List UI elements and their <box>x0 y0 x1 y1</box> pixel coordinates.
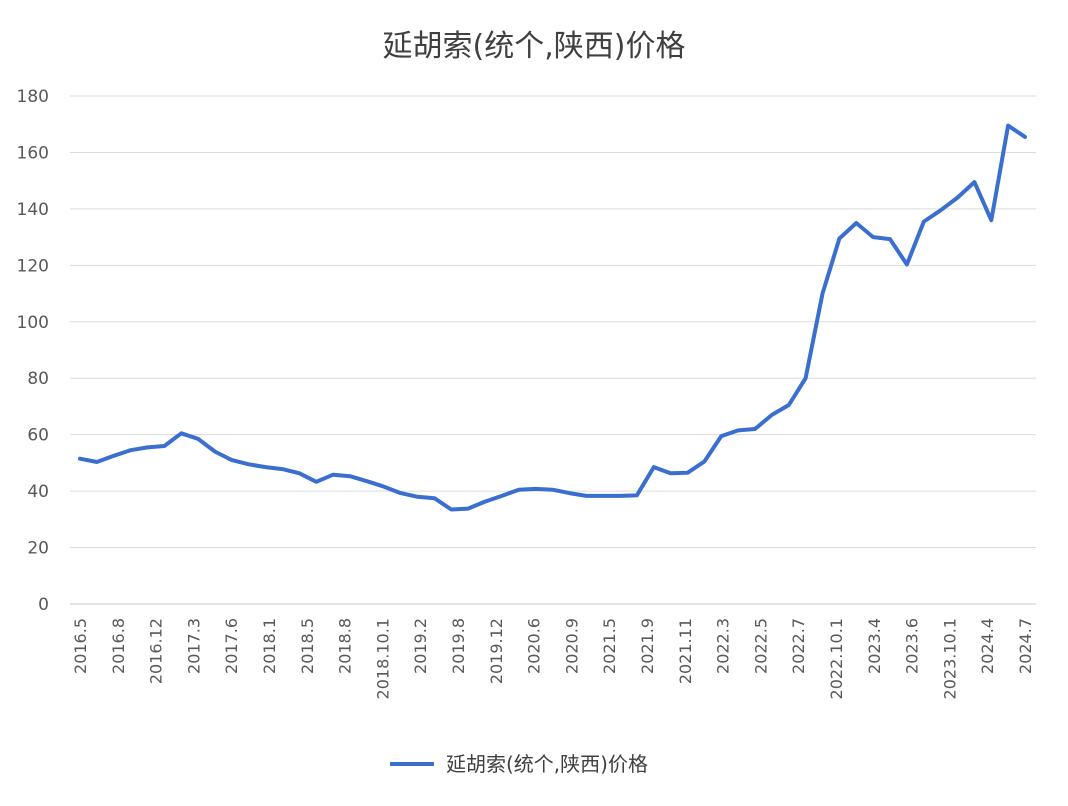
x-tick-label: 2017.6 <box>222 618 241 674</box>
y-tick-label: 180 <box>17 87 49 107</box>
chart-title: 延胡索(统个,陕西)价格 <box>383 29 686 64</box>
grid-lines <box>70 95 1036 605</box>
x-tick-label: 2018.5 <box>298 618 317 674</box>
legend-label: 延胡索(统个,陕西)价格 <box>446 752 648 776</box>
y-tick-label: 20 <box>27 539 49 559</box>
x-tick-label: 2022.7 <box>789 618 808 674</box>
y-tick-label: 160 <box>17 143 49 163</box>
x-tick-label: 2019.8 <box>449 618 468 674</box>
x-tick-label: 2020.6 <box>525 618 544 674</box>
x-tick-label: 2023.4 <box>865 618 884 674</box>
x-axis: 2016.5 2016.8 2016.12 2017.3 2017.6 2018.1 201… <box>71 618 1035 699</box>
x-tick-label: 2020.9 <box>562 618 581 674</box>
x-tick-label: 2024.4 <box>978 618 997 674</box>
x-tick-label: 2019.2 <box>411 618 430 674</box>
x-tick-label: 2018.1 <box>260 618 279 674</box>
x-tick-label: 2016.5 <box>71 618 90 674</box>
x-tick-label: 2022.3 <box>714 618 733 674</box>
x-tick-label: 2021.5 <box>600 618 619 674</box>
x-tick-label: 2023.10.1 <box>940 618 959 699</box>
series-layer <box>78 123 1027 512</box>
series-line[interactable] <box>78 123 1027 512</box>
x-tick-label: 2018.10.1 <box>373 618 392 699</box>
y-tick-label: 40 <box>27 482 49 502</box>
x-tick-label: 2022.10.1 <box>827 618 846 699</box>
y-axis: 0 20 40 60 80 100 120 140 160 180 <box>17 87 49 615</box>
y-tick-label: 0 <box>38 595 49 615</box>
x-tick-label: 2022.5 <box>751 618 770 674</box>
x-tick-label: 2016.8 <box>109 618 128 674</box>
y-tick-label: 140 <box>17 200 49 220</box>
x-tick-label: 2017.3 <box>184 618 203 674</box>
y-tick-label: 100 <box>17 313 49 333</box>
x-tick-label: 2021.11 <box>676 618 695 684</box>
x-tick-label: 2021.9 <box>638 618 657 674</box>
legend[interactable]: 延胡索(统个,陕西)价格 <box>390 752 648 776</box>
y-tick-label: 80 <box>27 369 49 389</box>
x-tick-label: 2018.8 <box>336 618 355 674</box>
y-tick-label: 120 <box>17 256 49 276</box>
x-tick-label: 2024.7 <box>1016 618 1035 674</box>
x-tick-label: 2023.6 <box>903 618 922 674</box>
y-tick-label: 60 <box>27 426 49 446</box>
x-tick-label: 2016.12 <box>147 618 166 684</box>
x-tick-label: 2019.12 <box>487 618 506 684</box>
